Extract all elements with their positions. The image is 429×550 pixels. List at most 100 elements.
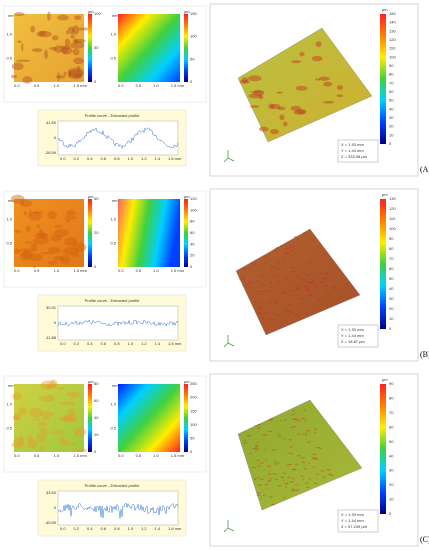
texture [301, 303, 306, 305]
surface-map [14, 14, 84, 82]
colorbar-3d-tick: 0 [389, 326, 392, 331]
texture [271, 503, 275, 506]
texture [73, 57, 85, 65]
texture [251, 466, 257, 469]
texture [261, 284, 266, 286]
texture [256, 423, 262, 426]
readout-line: Y = 1.44 mm [341, 148, 364, 153]
profile-x-tick: 0.6 [101, 341, 107, 346]
profile-x-tick: 1.6 mm [168, 526, 182, 531]
texture [252, 448, 256, 450]
texture [258, 126, 269, 132]
texture [66, 391, 82, 397]
profile-x-tick: 0.8 [114, 341, 120, 346]
texture [292, 468, 296, 471]
texture [13, 437, 25, 445]
texture [283, 121, 288, 127]
texture [282, 472, 286, 474]
texture [258, 94, 264, 100]
texture [332, 289, 337, 291]
texture [36, 224, 41, 228]
texture [269, 128, 279, 135]
texture [256, 459, 260, 461]
profile-x-tick: 1.0 [128, 526, 134, 531]
colorbar-tick: 40 [94, 415, 99, 420]
texture [265, 459, 268, 461]
texture [284, 482, 289, 484]
x-tick-label: 1.5 mm [171, 268, 185, 273]
texture [286, 310, 288, 313]
colorbar-3d-tick: 10 [389, 497, 394, 502]
profile-x-tick: 0.6 [101, 156, 107, 161]
y-tick-label: 0.5 [110, 425, 116, 430]
texture [284, 438, 287, 440]
colorbar-tick: 200 [190, 395, 197, 400]
texture [252, 263, 258, 265]
texture [78, 27, 90, 31]
texture [288, 439, 293, 441]
texture [292, 478, 295, 480]
texture [301, 278, 306, 281]
texture [302, 479, 304, 481]
texture [304, 482, 309, 484]
z-unit: μm [88, 379, 94, 384]
texture [290, 267, 294, 269]
texture [295, 85, 308, 91]
y-tick-label: 0.5 [6, 425, 12, 430]
colorbar-3d-tick: 20 [389, 482, 394, 487]
texture [55, 75, 66, 79]
colorbar-tick: 100 [190, 422, 197, 427]
texture [68, 69, 84, 80]
readout-box [337, 324, 379, 348]
colorbar-3d-tick: 80 [389, 396, 394, 401]
texture [47, 11, 51, 21]
view3d-unit: μm [382, 192, 388, 197]
readout-box [337, 139, 379, 163]
texture [242, 268, 246, 270]
texture [34, 232, 48, 239]
surface-3d [235, 228, 361, 336]
texture [13, 412, 21, 421]
texture [324, 292, 330, 295]
texture [75, 430, 78, 437]
colorbar-3d-tick: 120 [389, 206, 396, 211]
texture [60, 45, 72, 50]
texture [308, 263, 311, 266]
texture [259, 462, 264, 464]
texture [312, 466, 316, 468]
colorbar-3d-tick: 90 [389, 381, 394, 386]
texture [62, 414, 79, 422]
texture [301, 433, 305, 435]
texture [262, 434, 267, 436]
texture [253, 89, 265, 96]
texture [76, 248, 79, 259]
z-unit: μm [184, 194, 190, 199]
texture [313, 432, 316, 434]
texture [284, 419, 287, 421]
texture [39, 251, 54, 255]
texture [72, 48, 80, 56]
texture [243, 439, 247, 441]
profile-x-tick: 1.4 [155, 526, 161, 531]
texture [269, 301, 273, 303]
profile-y-tick: 41.60 [46, 120, 57, 125]
readout-line: Z = 97.249 μm [341, 524, 368, 529]
colorbar-3d-tick: 90 [389, 63, 394, 68]
texture [291, 260, 293, 262]
texture [31, 418, 41, 421]
profile-line [57, 319, 179, 327]
texture [26, 439, 38, 449]
texture [21, 42, 24, 52]
texture [17, 40, 22, 43]
texture [270, 103, 281, 110]
colorbar-tick: 150 [190, 408, 197, 413]
texture [70, 251, 78, 258]
x-tick-label: 1.0 [153, 83, 159, 88]
colorbar-tick: 100 [94, 11, 101, 16]
texture [291, 254, 293, 257]
texture [291, 413, 295, 416]
texture [277, 462, 280, 464]
profile-y-tick: -40.69 [45, 520, 57, 525]
texture [30, 25, 36, 33]
y-tick-label: 1.0 [110, 216, 116, 221]
